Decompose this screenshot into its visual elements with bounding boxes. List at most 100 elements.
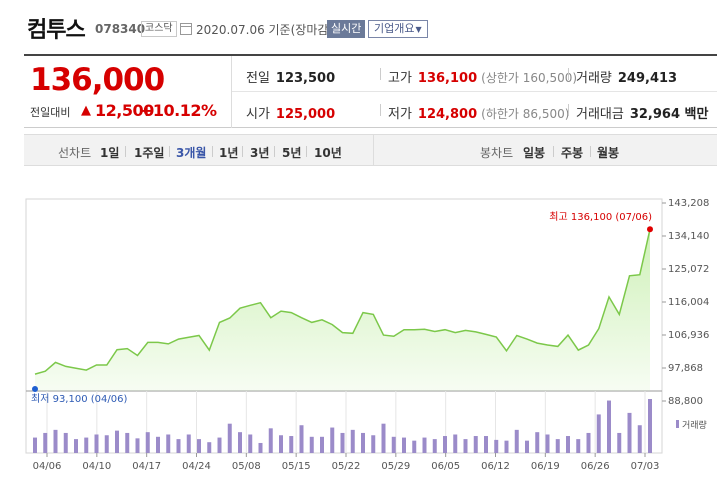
stat-value: 123,500 <box>275 71 336 86</box>
volume-bar <box>402 437 406 453</box>
up-triangle-icon: ▲ <box>81 103 91 118</box>
volume-bar <box>299 425 304 453</box>
base-date: 2020.07.06 기준(장마감) <box>196 23 334 37</box>
volume-bar <box>412 440 417 453</box>
price-chart-svg: 143,208 134,140 125,072 116,004 106,936 97,86… <box>25 198 709 472</box>
volume-bar <box>84 437 89 453</box>
x-tick-label: 04/24 <box>182 461 211 472</box>
volume-bar <box>463 439 468 453</box>
volume-bar <box>309 436 314 453</box>
stat-value: 32,964 백만 <box>629 107 709 122</box>
volume-bar <box>607 400 611 453</box>
change-value: 12,500 <box>95 101 154 120</box>
volume-bar <box>135 438 140 453</box>
stock-header: 컴투스 078340 코스닥 2020.07.06 기준(장마감) 실시간 기업… <box>0 0 717 50</box>
company-overview-button[interactable]: 기업개요▼ <box>368 20 428 38</box>
volume-bar <box>238 432 242 453</box>
x-tick-label: 05/08 <box>232 461 261 472</box>
divider <box>380 68 381 80</box>
calendar-icon <box>180 23 192 35</box>
x-tick-label: 05/29 <box>381 461 410 472</box>
tab-10y[interactable]: 10년 <box>314 146 342 160</box>
tab-1d[interactable]: 1일 <box>100 146 120 160</box>
y-tick-label: 143,208 <box>668 198 709 209</box>
change-rate: +10.12% <box>140 101 217 120</box>
volume-bar <box>125 432 130 453</box>
tab-3m[interactable]: 3개월 <box>176 146 207 160</box>
x-tick-label: 05/22 <box>332 461 361 472</box>
realtime-button[interactable]: 실시간 <box>327 20 366 38</box>
tab-divider <box>169 146 170 157</box>
volume-bar <box>422 437 427 453</box>
chart-period-tabs: 선차트 1일 1주일 3개월 1년 3년 5년 10년 봉차트 일봉 주봉 월봉 <box>24 134 717 166</box>
volume-bar <box>115 430 119 453</box>
tab-divider <box>125 146 126 157</box>
volume-bar <box>166 434 171 453</box>
stat-label: 거래대금 <box>576 107 624 122</box>
volume-bar <box>74 439 78 453</box>
volume-bar <box>330 427 335 453</box>
x-tick-label: 04/17 <box>132 461 161 472</box>
stock-name: 컴투스 <box>27 18 86 43</box>
volume-bar <box>545 434 550 453</box>
tab-5y[interactable]: 5년 <box>282 146 302 160</box>
x-tick-label: 06/19 <box>531 461 560 472</box>
stat-low: 저가 124,800 (하한가 86,500) <box>388 103 569 122</box>
y-tick-label: 116,004 <box>668 297 709 308</box>
tab-daily[interactable]: 일봉 <box>523 146 546 160</box>
volume-bar <box>289 436 294 453</box>
tab-1w[interactable]: 1주일 <box>134 146 165 160</box>
volume-bar <box>504 440 509 453</box>
volume-bar <box>33 437 37 453</box>
tab-3y[interactable]: 3년 <box>250 146 270 160</box>
volume-bar <box>371 435 376 453</box>
stat-value: 125,000 <box>275 107 336 122</box>
volume-bar <box>94 434 99 453</box>
low-annotation: 최저 93,100 (04/06) <box>31 393 127 405</box>
stat-label: 저가 <box>388 107 412 122</box>
stat-label: 전일 <box>246 71 270 86</box>
y-tick-label: 134,140 <box>668 231 709 242</box>
divider <box>568 68 569 80</box>
stat-label: 시가 <box>246 107 270 122</box>
volume-bar <box>176 439 181 453</box>
stat-sub: (상한가 160,500) <box>481 71 578 85</box>
volume-bar <box>320 436 324 453</box>
x-tick-label: 06/12 <box>481 461 510 472</box>
volume-bar <box>586 432 591 453</box>
tab-divider <box>590 146 591 157</box>
company-overview-label: 기업개요 <box>374 22 415 35</box>
price-chart[interactable]: 143,208 134,140 125,072 116,004 106,936 97,86… <box>0 170 717 486</box>
volume-bar <box>576 439 581 453</box>
tab-1y[interactable]: 1년 <box>219 146 239 160</box>
volume-bar <box>361 432 365 453</box>
y-tick-label: 88,800 <box>668 396 703 407</box>
volume-bar <box>248 434 253 453</box>
divider <box>380 104 381 116</box>
high-annotation: 최고 136,100 (07/06) <box>549 211 652 223</box>
change-label: 전일대비 <box>30 106 71 119</box>
stats-row-1: 전일 123,500 고가 136,100 (상한가 160,500) 거래량 249,… <box>232 56 717 92</box>
volume-bar <box>627 412 632 453</box>
volume-bar <box>340 432 345 453</box>
stat-open: 시가 125,000 <box>246 103 335 122</box>
stat-label: 거래량 <box>576 71 612 86</box>
stat-high: 고가 136,100 (상한가 160,500) <box>388 67 577 86</box>
volume-bar <box>484 436 488 453</box>
x-tick-label: 06/05 <box>431 461 460 472</box>
price-summary: 136,000 전일대비 ▲ 12,500 +10.12% 전일 123,500 … <box>24 54 717 128</box>
stat-volume: 거래량 249,413 <box>576 67 677 86</box>
volume-bar <box>350 429 355 453</box>
volume-bar <box>525 440 529 453</box>
x-tick-label: 06/26 <box>581 461 610 472</box>
volume-bar <box>145 432 150 453</box>
divider <box>568 104 569 116</box>
tab-group-divider <box>373 135 374 165</box>
tab-weekly[interactable]: 주봉 <box>561 146 584 160</box>
candle-chart-title: 봉차트 <box>480 146 514 160</box>
stat-value: 124,800 <box>417 107 478 122</box>
volume-legend-swatch <box>676 420 679 428</box>
tab-monthly[interactable]: 월봉 <box>597 146 620 160</box>
stat-label: 고가 <box>388 71 412 86</box>
volume-bar <box>617 432 622 453</box>
